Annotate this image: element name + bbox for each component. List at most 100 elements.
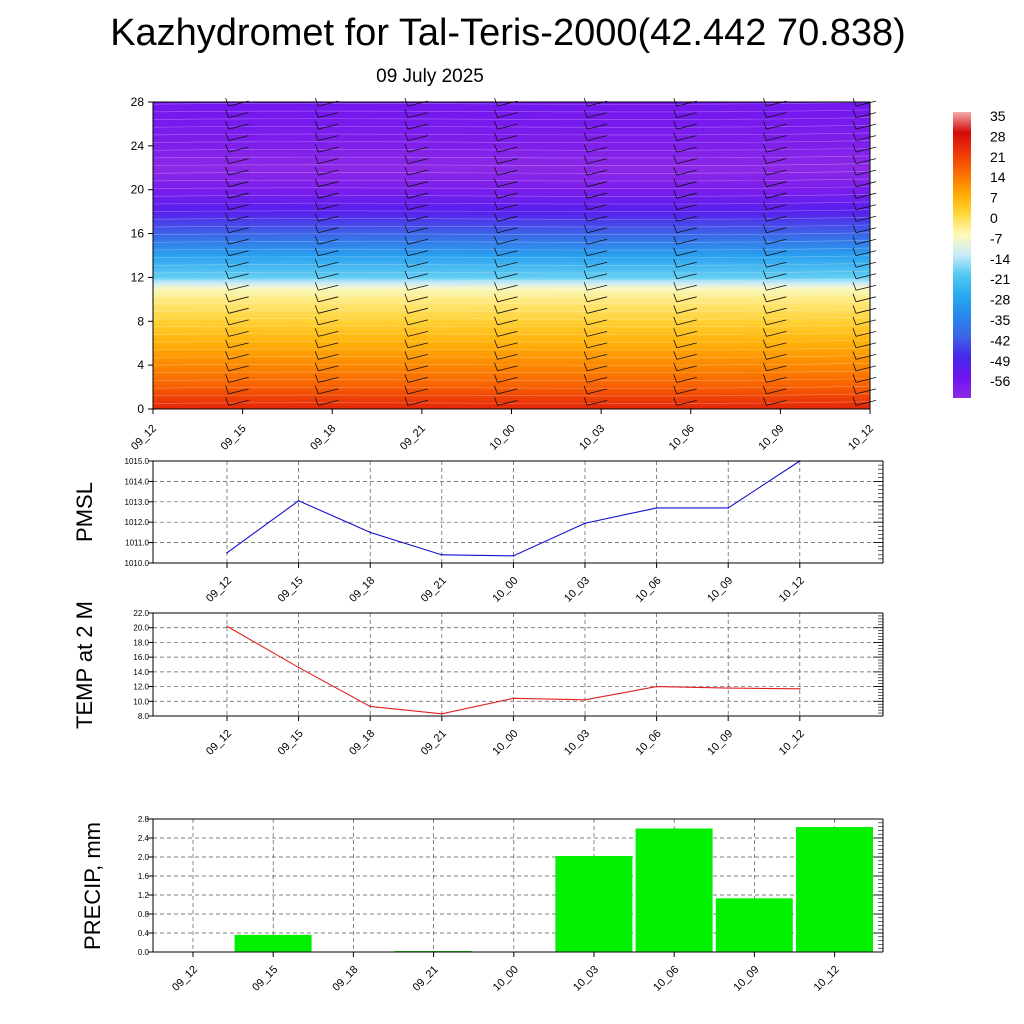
x-tick-label: 09_12 (204, 728, 234, 758)
wind-barb (318, 112, 339, 118)
y-tick-label: 2.4 (138, 834, 150, 843)
contour-line (152, 240, 871, 243)
colorbar-label: 28 (990, 128, 1006, 144)
wind-barb-feather (763, 305, 767, 314)
wind-barb-feather (314, 213, 319, 222)
wind-barb-feather (225, 259, 229, 268)
wind-barb (766, 342, 787, 349)
contour-line (152, 270, 871, 274)
wind-barb-feather (494, 120, 498, 130)
y-tick-label: 18.0 (133, 638, 149, 647)
wind-barb-feather (404, 213, 409, 222)
x-tick-label: 10_03 (562, 575, 592, 605)
wind-barb-feather (494, 316, 498, 325)
wind-barb (318, 238, 339, 245)
wind-barb (855, 250, 877, 257)
wind-barb (497, 112, 518, 118)
wind-barb (766, 238, 787, 245)
wind-barb (318, 192, 339, 199)
x-tick-label: 09_15 (276, 728, 306, 758)
wind-barb-feather (673, 224, 678, 233)
wind-barb (855, 388, 877, 395)
wind-barb (676, 250, 697, 257)
wind-barb-feather (494, 305, 498, 314)
wind-barb (407, 250, 428, 257)
x-tick-label: 10_06 (651, 964, 681, 994)
cross-section-field (153, 102, 870, 409)
contour-line (152, 362, 871, 366)
wind-barb-feather (314, 351, 319, 360)
wind-barb-feather (494, 109, 498, 118)
precip-bar (715, 898, 793, 952)
wind-barb (407, 330, 428, 337)
contour-line (152, 286, 871, 289)
y-tick-label: 1013.0 (125, 498, 150, 507)
colorbar-label: 0 (990, 210, 998, 226)
wind-barb (676, 342, 697, 349)
wind-barb (676, 330, 697, 337)
wind-barb-feather (763, 247, 767, 256)
colorbar (953, 112, 971, 398)
wind-barb (587, 388, 608, 395)
wind-barb-feather (314, 362, 319, 372)
contour-line (152, 263, 871, 266)
wind-barb (497, 273, 518, 280)
wind-barb-feather (583, 178, 588, 187)
wind-barb (855, 238, 877, 245)
wind-barb-feather (314, 259, 319, 268)
wind-barb (407, 227, 428, 234)
wind-barb-feather (763, 374, 767, 383)
wind-barb-feather (314, 247, 319, 256)
wind-barb-feather (852, 385, 857, 395)
colorbar-label: 21 (990, 149, 1006, 165)
y-tick-label: 20 (131, 183, 145, 197)
wind-barb (766, 215, 787, 222)
temp-point (441, 712, 443, 715)
wind-barb-feather (404, 155, 409, 164)
wind-barb-feather (673, 362, 678, 372)
wind-barb-feather (494, 339, 498, 348)
wind-barb (407, 296, 428, 303)
wind-barb-feather (583, 282, 588, 291)
wind-barb (228, 284, 249, 291)
wind-barb (318, 181, 339, 188)
wind-barb-feather (673, 305, 678, 314)
wind-barb-feather (314, 305, 319, 314)
wind-barb-feather (763, 385, 767, 395)
wind-barb (497, 319, 518, 326)
colorbar-label: -14 (990, 251, 1010, 267)
wind-barb-feather (225, 132, 229, 141)
wind-barb-feather (852, 236, 857, 245)
wind-barb (855, 204, 877, 211)
wind-barb-feather (852, 178, 857, 187)
wind-barb-feather (404, 374, 409, 383)
wind-barb-feather (852, 316, 857, 325)
wind-barb-feather (404, 224, 409, 233)
wind-barb (676, 307, 697, 314)
chart-title: Kazhydromet for Tal-Teris-2000(42.442 70… (110, 12, 906, 54)
wind-barb-feather (404, 397, 409, 406)
wind-barb-feather (314, 167, 319, 176)
wind-barb (318, 307, 339, 314)
wind-barb (407, 123, 428, 130)
contour-line (152, 155, 871, 159)
wind-barb (855, 365, 877, 372)
wind-barb (676, 158, 697, 165)
wind-barb (407, 342, 428, 349)
wind-barb-feather (763, 362, 767, 372)
contour-line (152, 232, 871, 236)
wind-barb-feather (852, 224, 857, 233)
wind-barb (407, 365, 428, 372)
wind-barb-feather (225, 224, 229, 233)
wind-barb (497, 284, 518, 291)
wind-barb-feather (225, 155, 229, 164)
wind-barb-feather (852, 339, 857, 348)
wind-barb (228, 204, 249, 211)
wind-barb-feather (225, 362, 229, 372)
wind-barb-feather (404, 259, 409, 268)
wind-barb (676, 112, 697, 118)
x-tick-label: 10_06 (634, 728, 664, 758)
wind-barb-feather (673, 236, 678, 245)
wind-barb-feather (225, 247, 229, 256)
contour-line (152, 217, 871, 220)
